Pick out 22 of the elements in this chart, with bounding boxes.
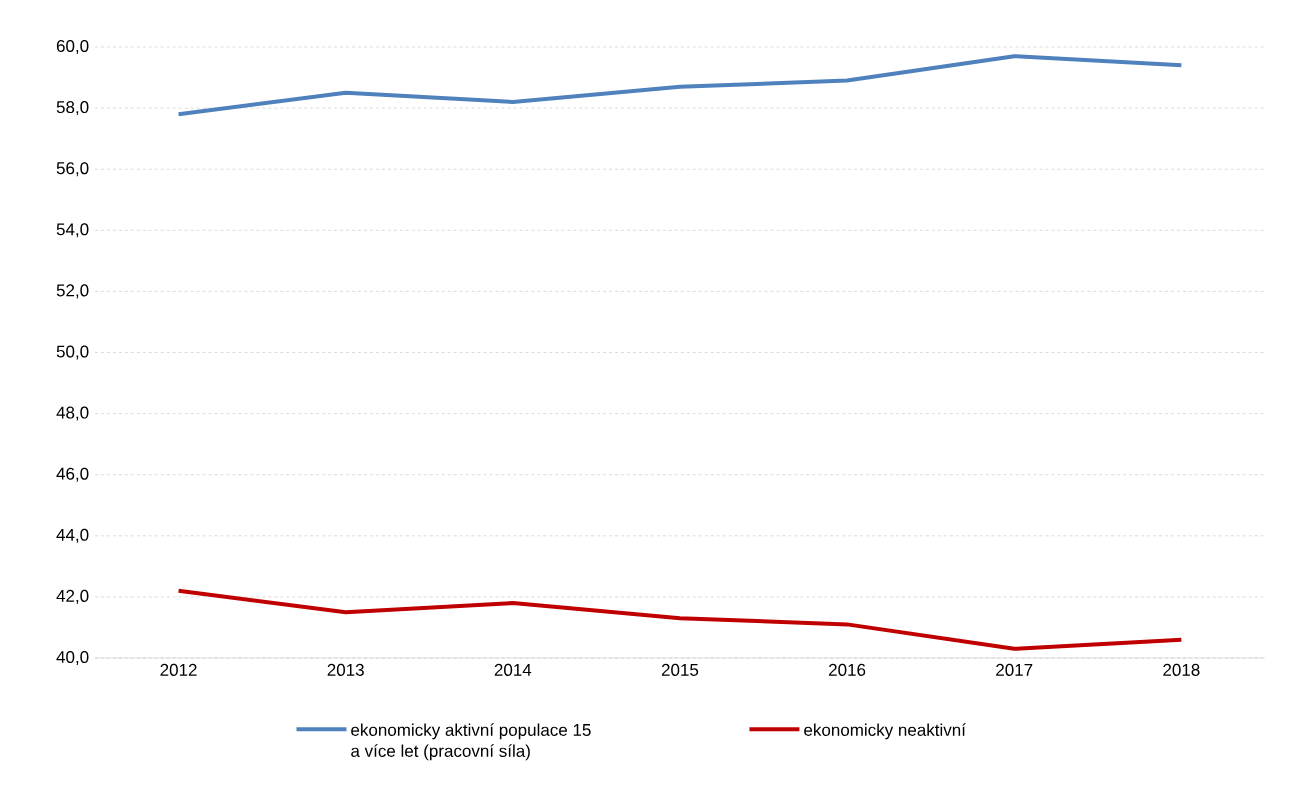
y-tick-label: 54,0 — [56, 223, 89, 238]
line-series — [176, 588, 1184, 651]
x-tick-label: 2018 — [1163, 663, 1200, 676]
y-tick-label: 48,0 — [56, 406, 89, 421]
x-tick-label: 2016 — [829, 663, 866, 676]
y-tick-label: 42,0 — [56, 589, 89, 604]
y-tick-label: 50,0 — [56, 345, 89, 360]
x-tick-label: 2014 — [494, 663, 532, 676]
legend-label: ekonomicky aktivní populace 15 a více let (pracovní síla) — [351, 723, 591, 761]
y-tick-label: 56,0 — [56, 162, 89, 177]
x-tick-label: 2013 — [327, 663, 364, 676]
legend-label: ekonomicky neaktivní — [804, 723, 966, 740]
x-tick-label: 2012 — [160, 663, 197, 676]
y-tick-label: 60,0 — [56, 39, 89, 55]
y-tick-label: 44,0 — [56, 528, 89, 543]
x-tick-label: 2015 — [661, 663, 699, 676]
y-tick-label: 52,0 — [56, 284, 89, 299]
x-tick-label: 2017 — [996, 663, 1033, 676]
y-tick-label: 40,0 — [56, 650, 89, 666]
line-series — [176, 54, 1184, 117]
y-tick-label: 58,0 — [56, 101, 89, 116]
y-tick-label: 46,0 — [56, 467, 89, 482]
